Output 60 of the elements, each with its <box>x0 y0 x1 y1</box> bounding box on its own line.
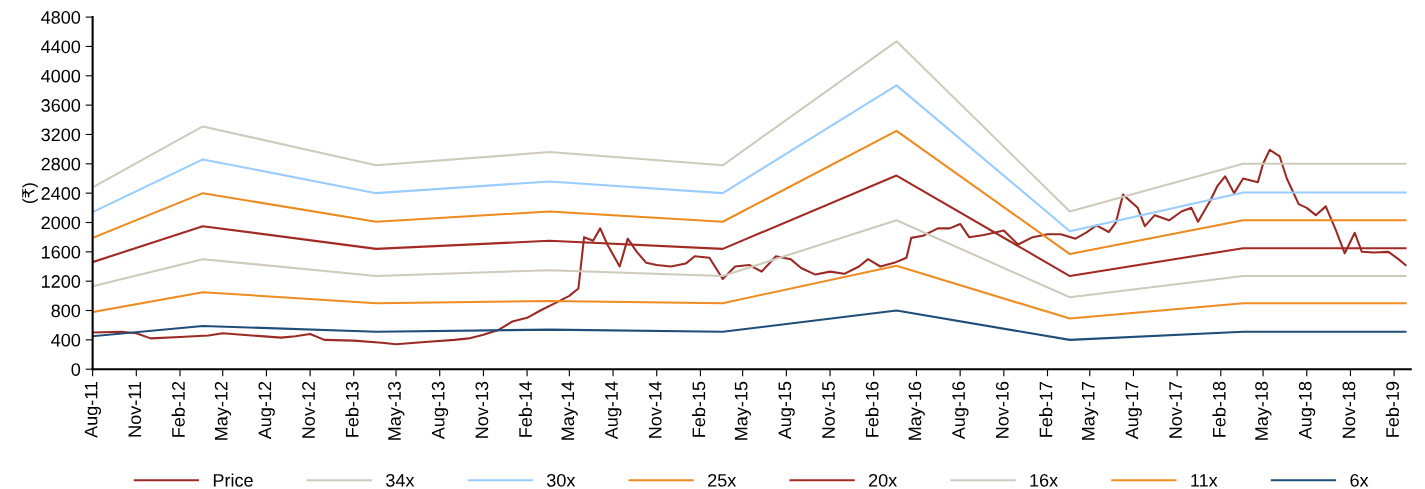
x-tick-label: Aug-18 <box>1298 381 1316 440</box>
line-series <box>92 84 1407 233</box>
x-tick-label: Aug-14 <box>605 381 622 440</box>
line-series <box>92 148 1407 346</box>
x-tick-label: Nov-14 <box>648 381 662 438</box>
x-tick-label: Nov-18 <box>1342 381 1356 438</box>
x-tick-label: May-14 <box>561 381 578 440</box>
y-tick-label: 4000 <box>41 69 81 83</box>
x-tick-label: Aug-12 <box>258 381 275 440</box>
x-tick-label: Nov-16 <box>995 381 1009 438</box>
y-axis-title: (₹) <box>22 183 38 203</box>
x-tick-label: Feb-18 <box>1212 381 1226 437</box>
x-tick-label: Feb-16 <box>865 381 879 437</box>
line-series <box>92 309 1407 341</box>
legend-label: 20x <box>869 473 898 487</box>
legend-label: 30x <box>546 473 576 487</box>
x-tick-label: May-16 <box>908 381 925 440</box>
legend-label: 6x <box>1350 473 1369 487</box>
legend-label: 25x <box>708 473 737 487</box>
x-tick-label: Nov-11 <box>128 381 142 437</box>
y-tick-label: 1600 <box>42 245 81 259</box>
line-series <box>92 40 1407 213</box>
y-tick-label: 400 <box>51 333 81 347</box>
y-tick-label: 4800 <box>41 11 81 24</box>
line-series <box>92 129 1407 256</box>
x-tick-label: Feb-19 <box>1385 381 1399 437</box>
x-tick-label: Nov-15 <box>822 381 835 438</box>
x-tick-label: Feb-15 <box>691 381 706 437</box>
y-tick-label: 2400 <box>41 187 81 200</box>
line-series <box>92 264 1407 320</box>
legend-label: 16x <box>1030 473 1058 487</box>
x-tick-label: May-18 <box>1255 381 1272 440</box>
x-tick-label: Feb-12 <box>171 381 185 437</box>
x-tick-label: May-12 <box>214 381 232 440</box>
x-tick-label: May-17 <box>1082 381 1099 440</box>
x-tick-label: Feb-14 <box>518 381 532 437</box>
x-tick-label: Aug-13 <box>431 381 449 440</box>
y-tick-label: 3600 <box>41 99 81 112</box>
y-tick-label: 800 <box>51 304 81 318</box>
x-tick-label: Nov-13 <box>475 381 489 438</box>
x-tick-label: Nov-12 <box>302 381 315 438</box>
x-tick-label: Aug-15 <box>778 381 795 440</box>
legend-label: 34x <box>386 473 415 487</box>
x-tick-label: Aug-16 <box>952 381 969 440</box>
y-tick-label: 2000 <box>41 216 81 230</box>
x-tick-label: Nov-17 <box>1169 381 1182 438</box>
x-tick-label: Aug-17 <box>1125 381 1142 440</box>
x-tick-label: Feb-17 <box>1039 381 1053 437</box>
y-tick-label: 1200 <box>42 275 81 288</box>
legend-label: Price <box>213 473 253 487</box>
line-series <box>92 219 1407 299</box>
x-tick-label: Feb-13 <box>345 381 359 437</box>
x-tick-label: May-15 <box>734 381 752 440</box>
y-tick-label: 4400 <box>41 40 81 54</box>
x-tick-label: May-13 <box>388 381 405 440</box>
y-tick-label: 2800 <box>41 157 81 171</box>
x-tick-label: Aug-11 <box>84 381 102 438</box>
legend-label: 11x <box>1191 474 1218 487</box>
y-tick-label: 3200 <box>41 128 81 142</box>
y-tick-label: 0 <box>71 363 81 376</box>
